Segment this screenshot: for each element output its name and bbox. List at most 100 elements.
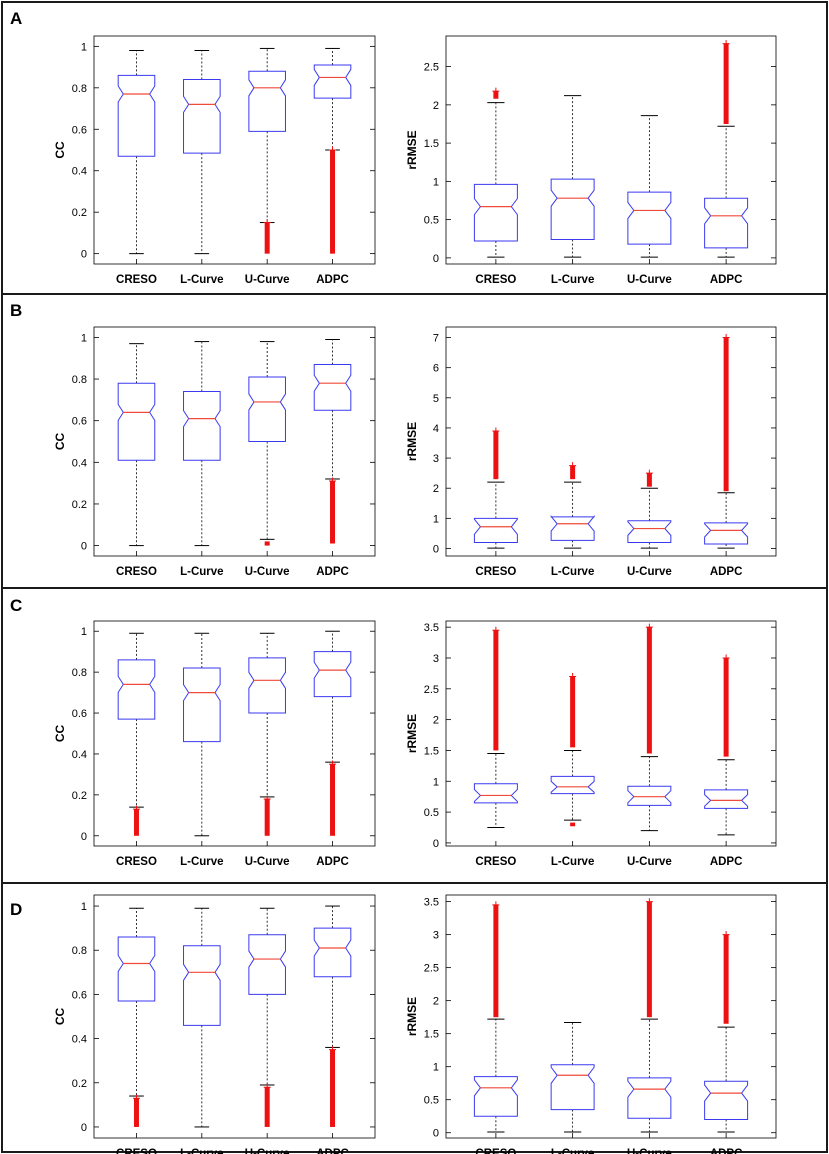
x-tick-label-adpc: ADPC [710,856,743,868]
outliers-adpc [723,337,729,492]
chart-d-rrmse: 0 0.5 1 1.5 2 2.5 3 3.5 rRMSE CRESO L-Curve U-Curve… [405,894,777,1154]
plot-frame [93,620,376,847]
outlier-marker-adpc [722,40,730,48]
y-tick-label: 0.5 [424,1095,439,1107]
outliers-l-curve [570,465,576,480]
box-l-curve [183,667,221,743]
x-tick-label-u-curve: U-Curve [245,856,290,868]
outliers-l-curve [570,822,576,827]
box-l-curve [550,178,595,241]
outliers-adpc [723,934,729,1024]
x-tick-label-l-curve: L-Curve [180,1148,223,1154]
y-axis-label: rRMSE [405,714,419,753]
outlier-marker-adpc [329,1046,337,1054]
outliers-creso [493,430,499,480]
y-axis-label: CC [53,433,67,451]
x-tick-label-u-curve: U-Curve [245,566,290,578]
y-tick-label: 3.5 [424,622,439,634]
outlier-marker-creso [492,901,500,909]
panel-label-b: B [10,301,22,320]
y-tick-label: 0.8 [72,83,87,95]
outliers-u-curve [264,1087,270,1127]
outlier-marker-u-curve [263,1083,271,1091]
x-tick-label-l-curve: L-Curve [551,566,594,578]
plot-frame [93,35,376,265]
outliers-adpc [330,150,336,254]
outliers-creso [133,1098,139,1127]
box-u-curve [248,934,286,995]
outliers-adpc [330,1049,336,1127]
charts-layer: 0 0.2 0.4 0.6 0.8 1 CC CRESO L-Curve U-Curve ADPC 0… [53,35,777,1154]
box-l-curve [183,945,221,1026]
y-tick-label: 2 [433,715,439,727]
y-tick-label: 7 [433,333,439,345]
y-tick-label: 0.6 [72,708,87,720]
y-tick-label: 1 [433,513,439,525]
y-tick-label: 0.8 [72,667,87,679]
outlier-marker-adpc [329,477,337,485]
outlier-marker-u-curve [645,469,653,477]
x-tick-label-l-curve: L-Curve [180,856,223,868]
x-tick-label-adpc: ADPC [710,566,743,578]
y-tick-label: 0.6 [72,416,87,428]
y-tick-label: 0.8 [72,945,87,957]
y-tick-label: 0.5 [424,215,439,227]
outliers-adpc [723,43,729,124]
box-adpc [313,64,352,99]
x-tick-label-creso: CRESO [116,274,157,286]
outlier-marker-creso [132,805,140,813]
plot-frame [93,894,376,1139]
x-tick-label-creso: CRESO [475,566,516,578]
x-tick-label-l-curve: L-Curve [551,1148,594,1154]
box-creso [117,382,156,461]
chart-c-rrmse: 0 0.5 1 1.5 2 2.5 3 3.5 rRMSE CRESO L-Curve U-Curve… [405,620,777,868]
y-tick-label: 2.5 [424,684,439,696]
outlier-marker-l-curve [569,462,577,470]
y-tick-label: 0.4 [72,1034,87,1046]
outliers-adpc [723,657,729,757]
outlier-marker-u-curve [645,623,653,631]
chart-b-rrmse: 0 1 2 3 4 5 6 7 rRMSE CRESO L-Curve U-Curve ADPC [405,326,777,578]
x-tick-label-u-curve: U-Curve [627,566,672,578]
y-tick-label: 0 [433,253,439,265]
y-tick-label: 3.5 [424,897,439,909]
y-tick-label: 0.2 [72,1078,87,1090]
y-tick-label: 1 [433,176,439,188]
y-tick-label: 2 [433,996,439,1008]
outliers-adpc [330,481,336,544]
y-tick-label: 0.4 [72,166,87,178]
box-adpc [313,363,352,411]
x-tick-label-creso: CRESO [475,1148,516,1154]
outliers-u-curve [264,798,270,836]
y-tick-label: 1.5 [424,1029,439,1041]
y-tick-label: 1.5 [424,138,439,150]
chart-a-cc: 0 0.2 0.4 0.6 0.8 1 CC CRESO L-Curve U-Curve ADPC [53,35,376,286]
y-tick-label: 0 [81,1122,87,1134]
box-l-curve [183,79,221,154]
plot-frame [445,620,777,847]
x-tick-label-creso: CRESO [475,856,516,868]
outliers-creso [493,91,499,99]
y-tick-label: 0 [433,543,439,555]
plot-frame [445,35,777,265]
box-l-curve [550,515,595,541]
outliers-u-curve [264,222,270,254]
plot-frame [445,326,777,557]
y-tick-label: 0.4 [72,457,87,469]
y-tick-label: 0 [81,249,87,261]
chart-a-rrmse: 0 0.5 1 1.5 2 2.5 rRMSE CRESO L-Curve U-Curve ADPC [405,35,777,286]
box-creso [473,783,518,804]
outliers-u-curve [646,627,652,754]
x-tick-label-creso: CRESO [475,274,516,286]
box-u-curve [627,191,672,245]
y-tick-label: 1 [433,776,439,788]
y-tick-label: 1 [81,41,87,53]
y-tick-label: 0 [433,838,439,850]
panel-frame-d [1,882,828,1153]
x-tick-label-creso: CRESO [116,566,157,578]
y-tick-label: 3 [433,453,439,465]
chart-c-cc: 0 0.2 0.4 0.6 0.8 1 CC CRESO L-Curve U-Curve ADPC [53,620,376,868]
box-u-curve [627,1077,672,1119]
y-tick-label: 0.6 [72,124,87,136]
x-tick-label-adpc: ADPC [710,1148,743,1154]
